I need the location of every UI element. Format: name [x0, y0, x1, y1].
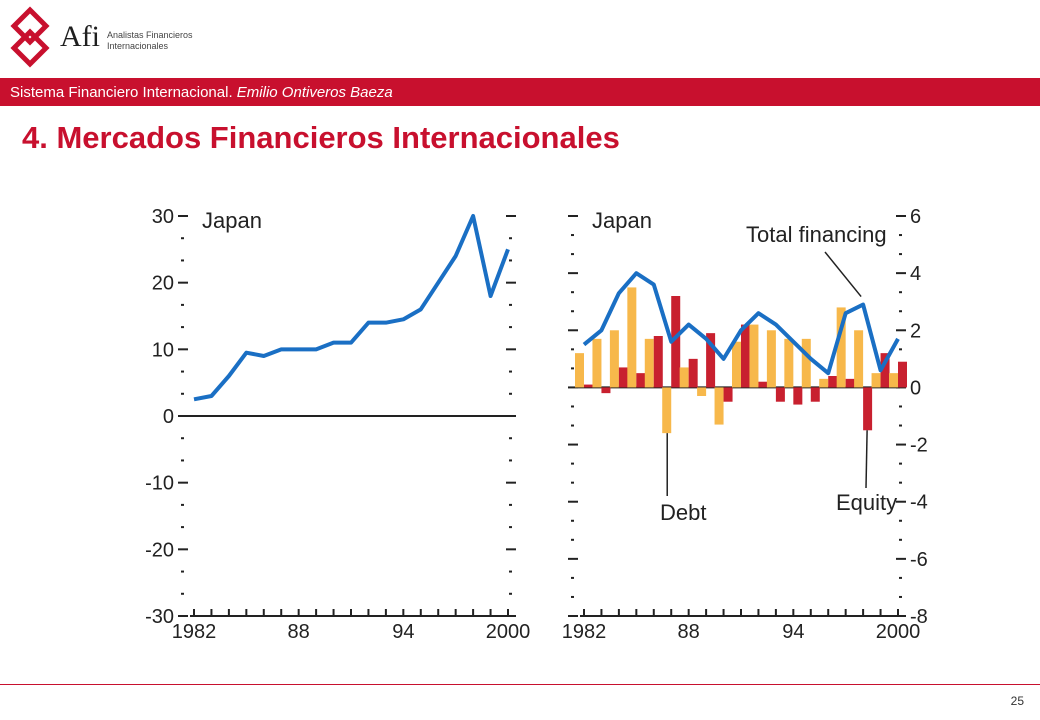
debt-bar: [714, 387, 724, 425]
annotation-total-financing-pointer: [824, 251, 862, 298]
x-tick-label: 2000: [876, 621, 921, 640]
equity-bar: [880, 353, 890, 388]
page-title: 4. Mercados Financieros Internacionales: [22, 120, 620, 155]
debt-bar: [854, 330, 864, 388]
x-tick-label: 88: [678, 621, 700, 640]
panel-title: Japan: [202, 208, 262, 233]
debt-bar: [662, 387, 672, 434]
y-tick-label: 30: [152, 206, 174, 228]
brand-line-1: Analistas Financieros: [107, 30, 193, 40]
equity-bar: [775, 387, 785, 402]
equity-bar: [863, 387, 873, 431]
equity-bar: [601, 387, 611, 394]
debt-bar: [592, 338, 602, 388]
debt-bar: [836, 307, 846, 388]
equity-bar: [706, 333, 716, 388]
y-tick-label: 10: [152, 339, 174, 361]
debt-bar: [644, 338, 654, 388]
debt-bar: [575, 353, 584, 388]
total-financing-line: [582, 271, 900, 376]
y-tick-label: 6: [910, 206, 921, 228]
x-tick-label: 88: [288, 621, 310, 640]
brand-line-2: Internacionales: [107, 41, 169, 51]
panel-title: Japan: [592, 208, 652, 233]
debt-bar: [732, 341, 741, 388]
brand-full-name: Analistas Financieros Internacionales: [107, 30, 217, 52]
equity-bar: [618, 367, 628, 388]
equity-bar: [584, 384, 593, 388]
y-tick-label: 0: [910, 377, 921, 399]
y-tick-label: -30: [145, 606, 174, 628]
equity-bar: [828, 376, 838, 388]
equity-bar: [741, 324, 750, 388]
debt-bar: [784, 338, 794, 388]
equity-bar: [671, 296, 681, 388]
equity-bar: [810, 387, 820, 402]
y-tick-label: -4: [910, 492, 928, 514]
y-tick-label: -8: [910, 606, 928, 628]
annotation-equity: Equity: [836, 490, 897, 515]
equity-bar: [898, 361, 907, 388]
equity-bar: [653, 336, 663, 388]
annotation-total-financing: Total financing: [746, 222, 887, 247]
x-tick-label: 2000: [486, 621, 531, 640]
equity-bar: [845, 378, 855, 388]
equity-bar: [758, 381, 768, 388]
bottom-divider: [0, 684, 1040, 685]
x-tick-label: 1982: [562, 621, 607, 640]
header-banner: Sistema Financiero Internacional. Emilio…: [0, 78, 1040, 106]
y-tick-label: -6: [910, 549, 928, 571]
y-tick-label: -2: [910, 435, 928, 457]
brand-short: Afi: [60, 20, 100, 53]
afi-logo-icon: [10, 6, 50, 68]
annotation-equity-pointer: [865, 430, 868, 489]
banner-author: Emilio Ontiveros Baeza: [236, 84, 393, 101]
banner-text: Sistema Financiero Internacional. Emilio…: [10, 84, 393, 101]
equity-bar: [688, 358, 698, 388]
equity-bar: [636, 373, 646, 388]
x-tick-label: 94: [392, 621, 414, 640]
y-tick-label: -20: [145, 539, 174, 561]
x-tick-label: 94: [782, 621, 804, 640]
equity-bar: [723, 387, 733, 402]
x-tick-label: 1982: [172, 621, 217, 640]
debt-bar: [889, 373, 898, 388]
japan-line-series: [193, 214, 510, 402]
debt-bar: [749, 324, 759, 388]
debt-bar: [819, 378, 829, 388]
page-number: 25: [1010, 694, 1024, 708]
y-tick-label: 2: [910, 320, 921, 342]
y-tick-label: 0: [163, 406, 174, 428]
debt-bar: [697, 387, 707, 396]
debt-bar: [679, 367, 689, 388]
annotation-debt: Debt: [660, 500, 706, 525]
debt-bar: [627, 287, 637, 388]
banner-course: Sistema Financiero Internacional.: [10, 84, 233, 101]
y-tick-label: 20: [152, 273, 174, 295]
debt-bar: [871, 373, 881, 388]
debt-bar: [766, 330, 776, 388]
debt-bar: [609, 330, 619, 388]
y-tick-label: -10: [145, 473, 174, 495]
y-tick-label: 4: [910, 263, 921, 285]
debt-bar: [801, 338, 811, 388]
equity-bar: [793, 387, 803, 405]
